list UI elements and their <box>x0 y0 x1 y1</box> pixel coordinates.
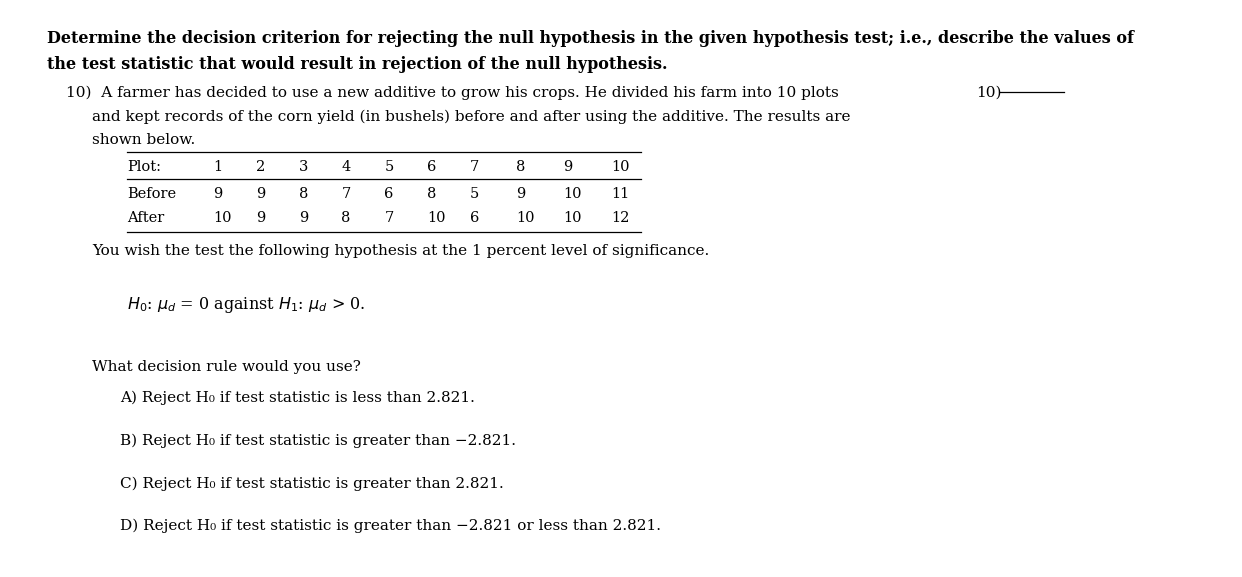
Text: 10: 10 <box>563 188 581 201</box>
Text: 6: 6 <box>469 211 479 225</box>
Text: 9: 9 <box>212 188 222 201</box>
Text: 10: 10 <box>515 211 534 225</box>
Text: 6: 6 <box>427 160 436 174</box>
Text: 5: 5 <box>384 160 394 174</box>
Text: the test statistic that would result in rejection of the null hypothesis.: the test statistic that would result in … <box>47 57 667 73</box>
Text: 10: 10 <box>427 211 446 225</box>
Text: and kept records of the corn yield (in bushels) before and after using the addit: and kept records of the corn yield (in b… <box>92 110 851 123</box>
Text: 8: 8 <box>427 188 436 201</box>
Text: 8: 8 <box>515 160 525 174</box>
Text: 7: 7 <box>342 188 350 201</box>
Text: 7: 7 <box>469 160 479 174</box>
Text: 7: 7 <box>384 211 394 225</box>
Text: C) Reject H₀ if test statistic is greater than 2.821.: C) Reject H₀ if test statistic is greate… <box>119 476 503 490</box>
Text: After: After <box>128 211 164 225</box>
Text: 9: 9 <box>515 188 525 201</box>
Text: 10: 10 <box>611 160 630 174</box>
Text: shown below.: shown below. <box>92 133 195 147</box>
Text: 9: 9 <box>256 211 265 225</box>
Text: D) Reject H₀ if test statistic is greater than −2.821 or less than 2.821.: D) Reject H₀ if test statistic is greate… <box>119 519 661 533</box>
Text: 10: 10 <box>212 211 231 225</box>
Text: 6: 6 <box>384 188 394 201</box>
Text: Plot:: Plot: <box>128 160 161 174</box>
Text: Determine the decision criterion for rejecting the null hypothesis in the given : Determine the decision criterion for rej… <box>47 30 1134 47</box>
Text: 10: 10 <box>563 211 581 225</box>
Text: 2: 2 <box>256 160 265 174</box>
Text: B) Reject H₀ if test statistic is greater than −2.821.: B) Reject H₀ if test statistic is greate… <box>119 433 515 448</box>
Text: 8: 8 <box>342 211 350 225</box>
Text: You wish the test the following hypothesis at the 1 percent level of significanc: You wish the test the following hypothes… <box>92 244 709 258</box>
Text: A) Reject H₀ if test statistic is less than 2.821.: A) Reject H₀ if test statistic is less t… <box>119 391 474 405</box>
Text: 9: 9 <box>563 160 573 174</box>
Text: $H_0$: $\mu_d$ = 0 against $H_1$: $\mu_d$ > 0.: $H_0$: $\mu_d$ = 0 against $H_1$: $\mu_d… <box>128 295 365 315</box>
Text: 1: 1 <box>212 160 222 174</box>
Text: 11: 11 <box>611 188 630 201</box>
Text: 10)  A farmer has decided to use a new additive to grow his crops. He divided hi: 10) A farmer has decided to use a new ad… <box>66 85 840 100</box>
Text: 10): 10) <box>976 85 1002 99</box>
Text: 5: 5 <box>469 188 479 201</box>
Text: 4: 4 <box>342 160 350 174</box>
Text: 9: 9 <box>256 188 265 201</box>
Text: What decision rule would you use?: What decision rule would you use? <box>92 359 361 373</box>
Text: 3: 3 <box>298 160 308 174</box>
Text: 9: 9 <box>298 211 308 225</box>
Text: Before: Before <box>128 188 176 201</box>
Text: 12: 12 <box>611 211 630 225</box>
Text: 8: 8 <box>298 188 308 201</box>
